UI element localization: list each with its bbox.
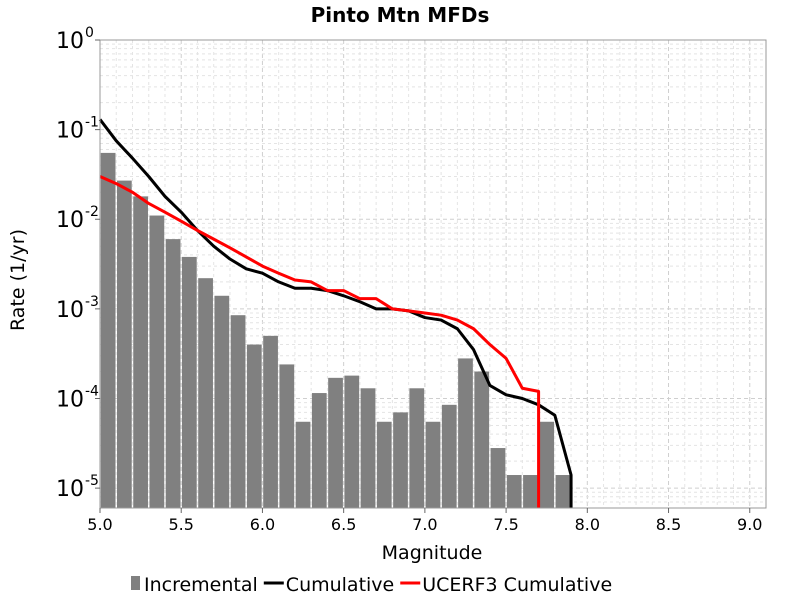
incremental-bar [328, 377, 343, 508]
incremental-bar [198, 278, 213, 508]
incremental-bar [474, 371, 490, 508]
x-tick-label: 5.5 [168, 515, 193, 534]
incremental-bar [539, 421, 555, 508]
incremental-bar [360, 388, 376, 508]
y-tick-label: 100 [56, 25, 94, 54]
x-tick-label: 5.0 [87, 515, 112, 534]
incremental-bar [311, 393, 327, 508]
y-tick-label: 10-2 [56, 204, 99, 233]
x-tick-label: 7.5 [493, 515, 518, 534]
incremental-bar [279, 364, 295, 508]
incremental-bar [441, 404, 457, 508]
legend-label-cumulative: Cumulative [286, 574, 394, 596]
grid [99, 39, 767, 509]
legend-label-ucerf3-cumulative: UCERF3 Cumulative [422, 574, 612, 596]
y-tick-label: 10-1 [56, 115, 99, 144]
x-tick-label: 8.5 [656, 515, 681, 534]
x-tick-label: 6.0 [250, 515, 275, 534]
x-tick-label: 7.0 [412, 515, 437, 534]
incremental-bar [181, 256, 197, 508]
cumulative-line [98, 118, 573, 508]
incremental-bar [165, 239, 181, 509]
incremental-bar [458, 358, 473, 508]
incremental-bar [490, 448, 506, 508]
incremental-bar [295, 421, 311, 508]
y-axis-ticks: 100 10-1 10-2 10-3 10-4 10-5 [56, 25, 100, 502]
y-axis-label: Rate (1/yr) [7, 229, 29, 331]
incremental-bar [116, 180, 132, 509]
incremental-bar [555, 475, 571, 508]
incremental-bar [263, 335, 278, 508]
incremental-bar [230, 315, 246, 508]
x-tick-label: 6.5 [331, 515, 356, 534]
incremental-bar [409, 388, 425, 508]
legend: Incremental Cumulative UCERF3 Cumulative [131, 574, 612, 596]
legend-label-incremental: Incremental [144, 574, 258, 596]
cumulative-lines [98, 118, 573, 508]
incremental-bar [344, 375, 360, 508]
x-tick-label: 8.0 [575, 515, 600, 534]
incremental-bar [376, 421, 392, 508]
incremental-bar [506, 475, 522, 508]
ucerf3-cumulative-line [99, 175, 541, 508]
y-tick-label: 10-4 [56, 383, 99, 412]
incremental-bars [100, 152, 571, 509]
incremental-bar [425, 421, 441, 508]
chart-title: Pinto Mtn MFDs [311, 3, 490, 27]
incremental-bar [523, 475, 538, 508]
legend-swatch-incremental [131, 576, 140, 590]
incremental-bar [393, 412, 408, 508]
y-tick-label: 10-5 [56, 473, 99, 502]
x-axis-label: Magnitude [382, 542, 483, 564]
x-axis-ticks: 5.0 5.5 6.0 6.5 7.0 7.5 8.0 8.5 9.0 [87, 508, 762, 534]
plot-frame [99, 39, 767, 509]
y-tick-label: 10-3 [56, 294, 99, 323]
incremental-bar [149, 215, 165, 508]
incremental-bar [133, 196, 148, 508]
x-tick-label: 9.0 [737, 515, 762, 534]
incremental-bar [100, 152, 116, 509]
incremental-bar [214, 295, 230, 508]
incremental-bar [246, 344, 262, 508]
